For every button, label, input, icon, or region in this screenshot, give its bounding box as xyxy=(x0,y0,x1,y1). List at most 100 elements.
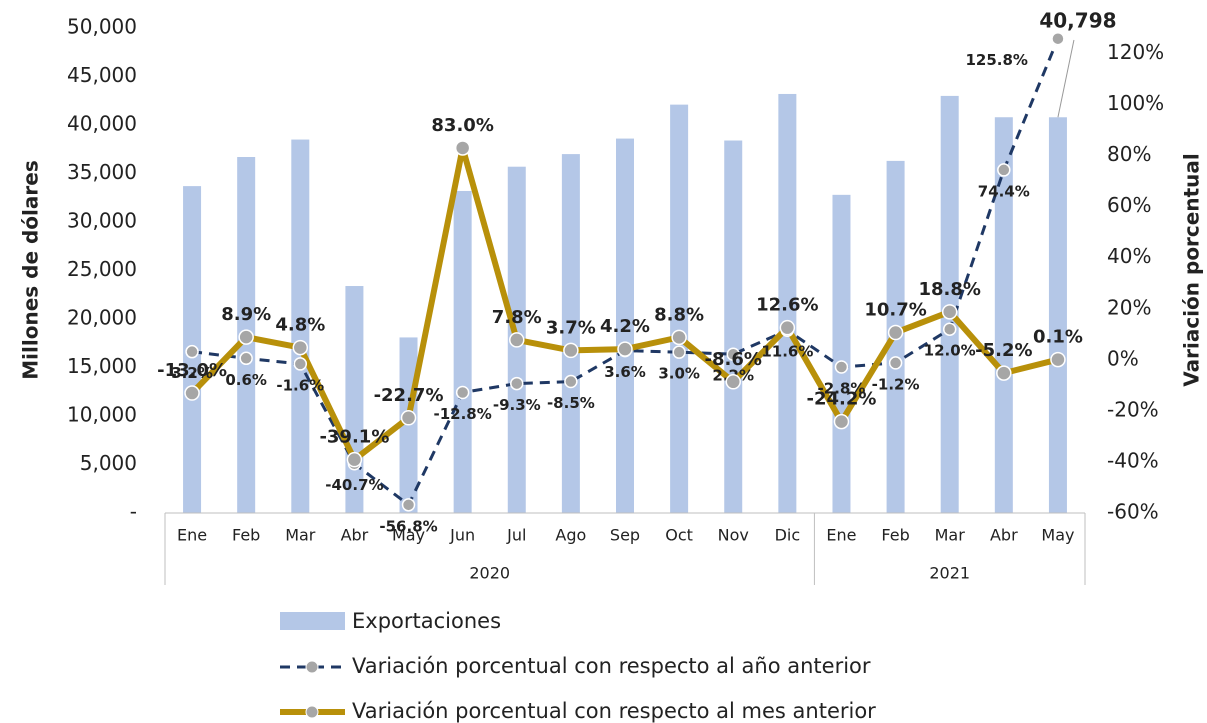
x-tick-label: Nov xyxy=(718,526,749,545)
bar xyxy=(832,194,851,513)
y-tick-label: 15,000 xyxy=(67,354,137,378)
line-value-label: -5.2% xyxy=(975,340,1032,361)
x-tick-label: Dic xyxy=(775,526,801,545)
marker xyxy=(400,410,417,426)
line-value-label: 12.0% xyxy=(924,342,976,360)
bar xyxy=(670,104,689,513)
line-value-label: -9.3% xyxy=(493,396,541,414)
line-value-label: 4.8% xyxy=(275,315,325,336)
marker xyxy=(996,365,1012,381)
group-label: 2021 xyxy=(929,564,970,583)
marker xyxy=(617,341,633,357)
marker xyxy=(997,163,1011,177)
line-value-label: -2.8% xyxy=(818,379,866,397)
bar xyxy=(1048,117,1067,513)
marker xyxy=(887,324,904,341)
marker xyxy=(401,498,416,512)
x-tick-label: Oct xyxy=(665,526,693,545)
marker xyxy=(563,342,579,359)
line-value-label: 0.1% xyxy=(1033,327,1083,348)
marker xyxy=(725,374,741,390)
marker xyxy=(184,385,200,401)
line-value-label: -56.8% xyxy=(379,517,437,535)
x-tick-label: Jun xyxy=(449,526,475,545)
marker xyxy=(833,413,850,430)
line-value-label: 83.0% xyxy=(431,115,493,136)
bar xyxy=(453,190,472,513)
legend-label: Variación porcentual con respecto al año… xyxy=(352,654,871,678)
line-value-label: -39.1% xyxy=(319,427,389,448)
marker xyxy=(1050,351,1066,368)
y2-tick-label: 100% xyxy=(1107,91,1164,115)
marker xyxy=(238,329,254,345)
marker xyxy=(672,345,686,359)
line-value-label: 7.8% xyxy=(492,307,542,328)
x-tick-label: Abr xyxy=(990,526,1018,545)
line-value-label: -24.2% xyxy=(807,389,877,410)
y2-tick-label: -40% xyxy=(1107,448,1159,472)
y-tick-label: 30,000 xyxy=(67,209,137,233)
line-value-label: -22.7% xyxy=(374,385,444,406)
y2-tick-label: 60% xyxy=(1107,193,1151,217)
line-value-label: 11.6% xyxy=(761,343,813,361)
line-value-label: 18.8% xyxy=(918,279,980,300)
x-tick-label: Feb xyxy=(232,526,260,545)
marker xyxy=(834,360,849,374)
x-tick-label: Mar xyxy=(935,526,966,545)
marker xyxy=(239,351,253,366)
line-value-label: -40.7% xyxy=(325,476,383,494)
legend-label: Exportaciones xyxy=(352,609,501,633)
marker xyxy=(346,451,363,468)
y-tick-label: 45,000 xyxy=(67,63,137,87)
marker xyxy=(564,374,578,389)
marker xyxy=(671,329,687,346)
y2-tick-label: 0% xyxy=(1107,346,1139,370)
y-tick-label: 25,000 xyxy=(67,257,137,281)
line-value-label: -8.5% xyxy=(547,394,595,412)
bar xyxy=(778,93,797,514)
line-value-label: 3.7% xyxy=(546,317,596,338)
legend-marker xyxy=(305,660,319,674)
line-value-label: -13.0% xyxy=(157,360,227,381)
x-tick-label: Ene xyxy=(826,526,856,545)
line-value-label: 125.8% xyxy=(965,51,1027,69)
x-tick-label: Ago xyxy=(555,526,586,545)
marker xyxy=(888,356,903,370)
bar xyxy=(724,140,743,513)
marker xyxy=(510,376,524,391)
y-axis-label: Millones de dólares xyxy=(19,160,43,379)
marker xyxy=(779,319,796,336)
y-tick-label: - xyxy=(130,500,137,524)
x-tick-label: Abr xyxy=(341,526,369,545)
marker xyxy=(509,332,525,348)
marker xyxy=(454,140,471,156)
y2-tick-label: -20% xyxy=(1107,397,1159,421)
marker xyxy=(293,357,308,371)
marker xyxy=(1051,31,1065,46)
line-value-label: 3.6% xyxy=(604,363,646,381)
line-value-label: 3.0% xyxy=(658,365,700,383)
x-tick-label: Mar xyxy=(285,526,316,545)
marker xyxy=(185,344,199,359)
x-tick-label: May xyxy=(1041,526,1074,545)
bar-value-label: 40,798 xyxy=(1039,9,1116,33)
marker xyxy=(942,322,957,336)
line-value-label: -1.6% xyxy=(276,376,324,394)
marker xyxy=(292,339,309,356)
group-label: 2020 xyxy=(469,564,510,583)
x-tick-label: May xyxy=(392,526,425,545)
line-value-label: -8.6% xyxy=(705,349,762,370)
line-value-label: 4.2% xyxy=(600,316,650,337)
callout xyxy=(1057,39,1075,118)
y2-tick-label: 80% xyxy=(1107,142,1151,166)
marker xyxy=(941,304,958,320)
y-tick-label: 5,000 xyxy=(80,451,137,475)
y-tick-label: 35,000 xyxy=(67,160,137,184)
y2-axis-label: Variación porcentual xyxy=(1180,153,1204,386)
marker xyxy=(726,347,740,361)
y-tick-label: 50,000 xyxy=(67,15,137,39)
line-value-label: -12.8% xyxy=(434,405,492,423)
y-tick-label: 10,000 xyxy=(67,403,137,427)
line-value-label: 74.4% xyxy=(978,182,1030,200)
